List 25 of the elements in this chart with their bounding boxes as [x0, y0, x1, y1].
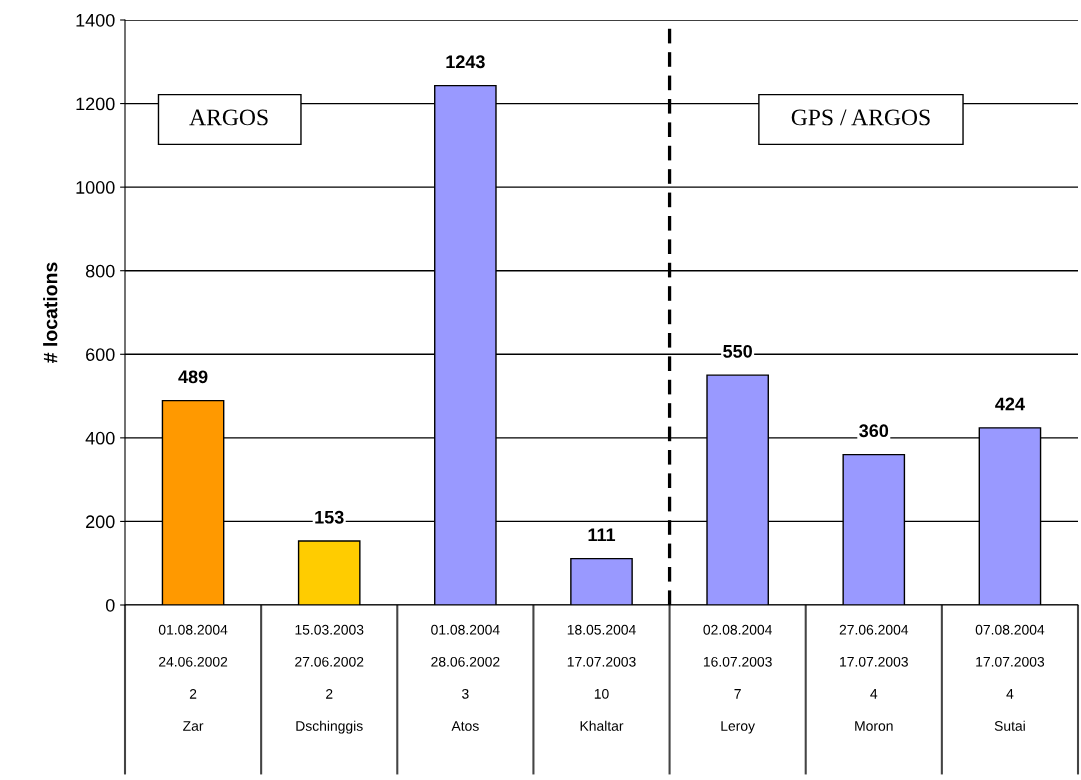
y-tick-label: 1400: [76, 13, 115, 27]
category-label: 01.08.2004 28.06.2002 3 Atos: [431, 624, 500, 731]
category-label: 01.08.2004 24.06.2002 2 Zar: [158, 624, 228, 731]
y-tick-label: 600: [86, 348, 115, 362]
data-label: 360: [859, 424, 889, 438]
annotation: GPS / ARGOS: [791, 109, 930, 126]
category-label: 18.05.2004 17.07.2003 10 Khaltar: [567, 624, 636, 731]
category-label: 02.08.2004 16.07.2003 7 Leroy: [703, 624, 772, 734]
y-tick-label: 800: [85, 264, 115, 278]
data-label: 111: [588, 528, 616, 541]
y-tick-label: 1200: [76, 97, 115, 111]
annotation: ARGOS: [189, 109, 268, 126]
data-label: 1243: [446, 55, 485, 69]
data-label: 424: [995, 397, 1025, 411]
category-label: 27.06.2004 17.07.2003 4 Moron: [839, 624, 909, 731]
y-tick-label: 400: [85, 431, 115, 445]
data-label: 550: [723, 344, 752, 358]
y-axis-title: # locations: [43, 262, 58, 363]
y-tick-label: 200: [86, 515, 115, 529]
data-label: 489: [178, 370, 208, 384]
category-label: 15.03.2003 27.06.2002 2 Dschinggis: [295, 624, 364, 734]
category-label: 07.08.2004 17.07.2003 4 Sutai: [975, 624, 1045, 731]
y-tick-label: 1000: [76, 181, 115, 194]
data-label: 153: [315, 510, 344, 524]
y-tick-label: 0: [105, 598, 115, 612]
